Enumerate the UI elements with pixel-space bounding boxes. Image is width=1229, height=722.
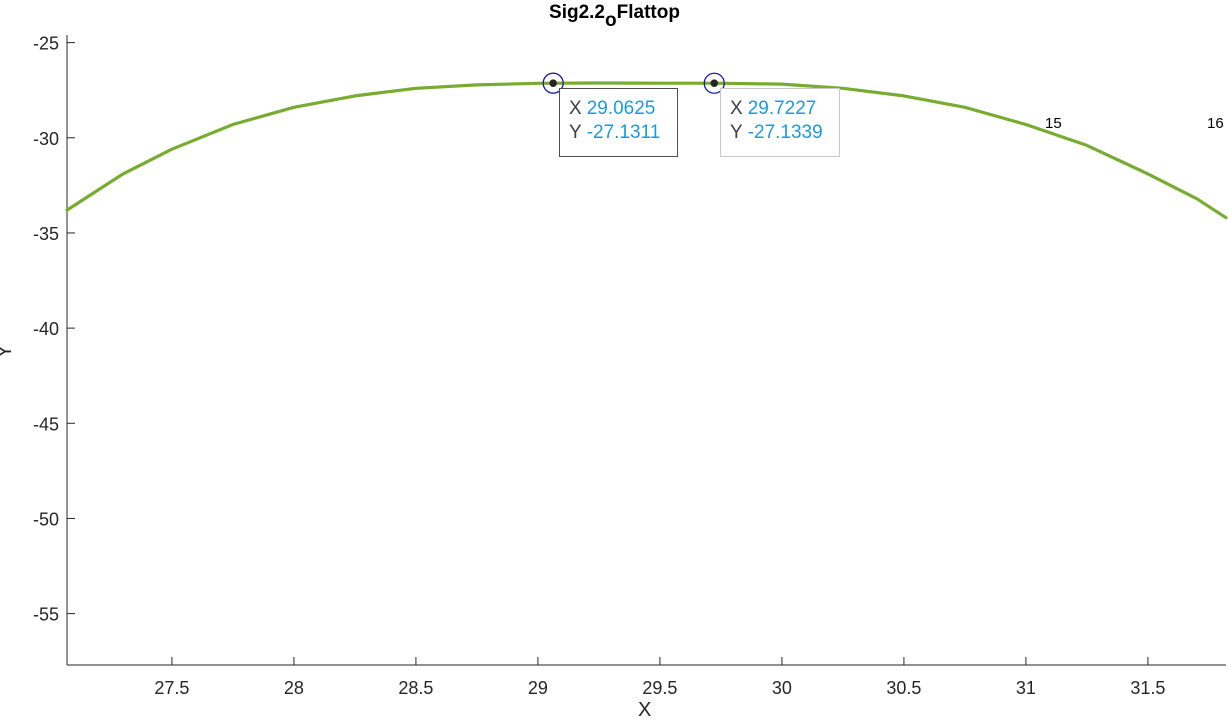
y-tick-label: -55 [33, 605, 59, 625]
y-axis-label: Y [0, 345, 17, 358]
datatip-2-y-row: Y -27.1339 [730, 122, 823, 143]
series-line-1 [65, 81, 1228, 220]
datatip-2[interactable]: X 29.7227 Y -27.1339 [720, 88, 840, 157]
x-tick-label: 30.5 [886, 678, 921, 698]
chart-title: Sig2.2oFlattop [549, 2, 680, 31]
datatip-marker-ring-2 [703, 72, 725, 94]
datatip-markers [542, 72, 725, 94]
datatip-1-x-row: X 29.0625 [569, 98, 656, 119]
x-tick-label: 31 [1016, 678, 1036, 698]
x-tick-label: 30 [772, 678, 792, 698]
y-tick-label: -40 [33, 319, 59, 339]
datatip-2-x-row: X 29.7227 [730, 98, 817, 119]
point-label-16: 16 [1207, 115, 1224, 132]
series-layer [65, 81, 1228, 220]
y-tick-label: -50 [33, 509, 59, 529]
y-tick-label: -25 [33, 34, 59, 54]
x-axis-label: X [638, 699, 652, 721]
x-tick-label: 27.5 [154, 678, 189, 698]
datatip-marker-dot-2 [710, 79, 719, 88]
y-tick-label: -45 [33, 414, 59, 434]
y-tick-label: -30 [33, 129, 59, 149]
y-tick-label: -35 [33, 224, 59, 244]
axes: 27.5 28 28.5 29 29.5 30 30.5 31 31.5 -25 -30 -35 -40… [33, 34, 1226, 698]
x-tick-label: 28 [284, 678, 304, 698]
point-label-15: 15 [1045, 115, 1062, 132]
datatip-1-y-row: Y -27.1311 [569, 122, 661, 143]
datatip-marker-ring-1 [542, 72, 564, 94]
datatip-1[interactable]: X 29.0625 Y -27.1311 [559, 88, 678, 157]
datatip-marker-dot-1 [549, 79, 557, 87]
x-tick-label: 28.5 [398, 678, 433, 698]
x-tick-label: 29.5 [642, 678, 677, 698]
x-tick-label: 31.5 [1130, 678, 1165, 698]
x-tick-label: 29 [528, 678, 548, 698]
